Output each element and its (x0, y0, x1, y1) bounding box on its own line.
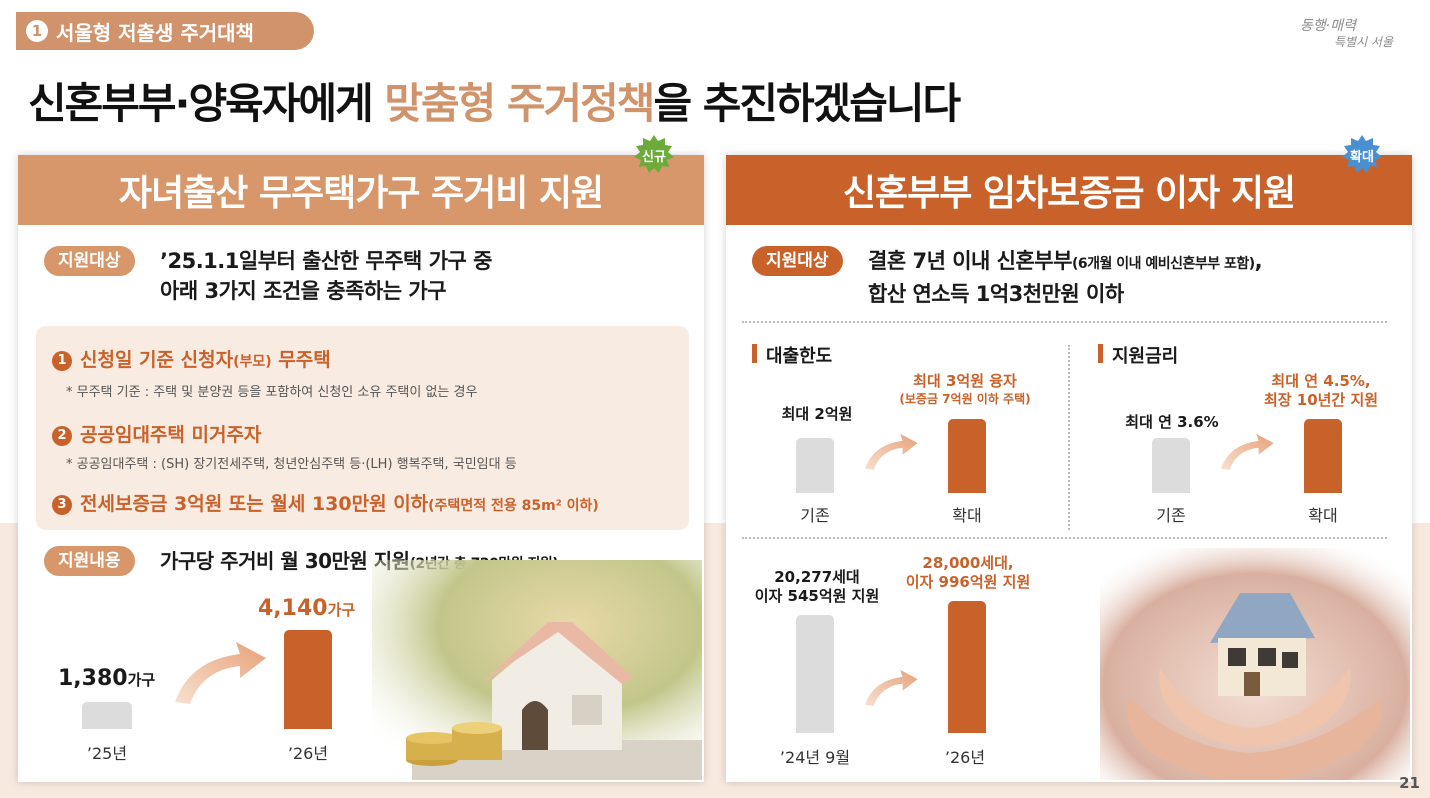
households-after-bar (948, 601, 986, 733)
condition-1-paren: (부모) (233, 354, 272, 370)
loan-after-caption: 확대 (952, 506, 982, 525)
title-after: 을 추진하겠습니다 (653, 79, 961, 128)
condition-1-text: 신청일 기준 신청자 (80, 349, 234, 371)
right-target-main: 결혼 7년 이내 신혼부부 (868, 249, 1072, 273)
hands-house-image (1100, 548, 1410, 780)
households-before-bar (796, 615, 834, 733)
expand-badge: 확대 (1342, 135, 1382, 175)
left-after-bar (284, 630, 332, 729)
rate-after-label1: 최대 연 4.5%, (1271, 372, 1371, 390)
conditions-box (36, 326, 689, 530)
loan-before-caption: 기존 (800, 506, 830, 525)
loan-after-bar (948, 419, 986, 493)
loan-after-label1: 최대 3억원 융자 (913, 372, 1017, 390)
condition-2-text: 공공임대주택 미거주자 (80, 424, 262, 446)
new-badge-label: 신규 (642, 149, 666, 165)
rate-arrow-icon (1220, 433, 1274, 470)
loan-after-label: 최대 3억원 융자 (보증금 7억원 이하 주택) (880, 372, 1050, 408)
right-target-text: 결혼 7년 이내 신혼부부(6개월 이내 예비신혼부부 포함), 합산 연소득 … (868, 246, 1263, 309)
expand-badge-label: 확대 (1350, 149, 1374, 165)
title-before: 신혼부부·양육자에게 (28, 79, 385, 128)
right-panel-title: 신혼부부 임차보증금 이자 지원 (726, 155, 1412, 225)
households-after-label2: 이자 996억원 지원 (905, 573, 1031, 591)
right-target-line2: 합산 연소득 1억3천만원 이하 (868, 282, 1124, 306)
page-number: 21 (1399, 774, 1420, 792)
loan-before-bar (796, 438, 834, 493)
left-target-label: 지원대상 (44, 246, 135, 276)
rate-after-caption: 확대 (1308, 506, 1338, 525)
households-after-label: 28,000세대, 이자 996억원 지원 (893, 554, 1043, 592)
left-after-value: 4,140가구 (258, 596, 355, 621)
households-arrow-icon (864, 669, 918, 706)
badge-burst-icon (1342, 135, 1382, 173)
condition-1-tail: 무주택 (271, 349, 331, 371)
households-after-caption: ’26년 (944, 748, 986, 767)
divider-bottom (742, 537, 1387, 539)
logo-line2: 특별시 서울 (1334, 35, 1394, 49)
left-target-pill: 지원대상 (44, 246, 135, 276)
condition-2-note: * 공공임대주택 : (SH) 장기전세주택, 청년안심주택 등·(LH) 행복… (66, 457, 517, 472)
loan-before-label: 최대 2억원 (781, 405, 853, 423)
divider-top (742, 321, 1387, 323)
left-before-number: 1,380 (58, 666, 128, 691)
rate-before-bar (1152, 438, 1190, 493)
right-target-paren: (6개월 이내 예비신혼부부 포함) (1071, 256, 1255, 272)
house-coins-image (372, 560, 702, 780)
left-panel-title: 자녀출산 무주택가구 주거비 지원 (18, 155, 704, 225)
logo-line1: 동행·매력 (1300, 18, 1356, 34)
condition-1-number: 1 (52, 351, 72, 371)
condition-2: 2 공공임대주택 미거주자 (52, 420, 261, 447)
section-tag: 1 서울형 저출생 주거대책 (16, 12, 314, 50)
left-after-number: 4,140 (258, 596, 328, 621)
left-growth-arrow-icon (175, 642, 266, 704)
rate-before-caption: 기존 (1156, 506, 1186, 525)
left-before-bar (82, 702, 132, 729)
condition-3-number: 3 (52, 495, 72, 515)
condition-2-number: 2 (52, 426, 72, 446)
title-highlight: 맞춤형 주거정책 (384, 79, 655, 128)
right-target-label: 지원대상 (752, 246, 843, 276)
new-badge: 신규 (634, 135, 674, 175)
condition-1-note: * 무주택 기준 : 주택 및 분양권 등을 포함하여 신청인 소유 주택이 없… (66, 385, 478, 400)
households-before-label2: 이자 545억원 지원 (754, 587, 880, 605)
rate-after-bar (1304, 419, 1342, 493)
condition-3-paren: (주택면적 전용 85m² 이하) (428, 498, 599, 514)
page-title: 신혼부부·양육자에게 맞춤형 주거정책을 추진하겠습니다 (28, 70, 961, 131)
section-tag-label: 서울형 저출생 주거대책 (56, 20, 254, 45)
left-target-line2: 아래 3가지 조건을 충족하는 가구 (160, 279, 447, 303)
left-content-main: 가구당 주거비 월 30만원 지원 (160, 549, 410, 573)
left-before-value: 1,380가구 (58, 666, 155, 691)
loan-limit-heading: 대출한도 (752, 342, 832, 368)
rate-after-label2: 최장 10년간 지원 (1263, 391, 1379, 409)
left-before-caption: ’25년 (86, 744, 128, 763)
households-before-label1: 20,277세대 (774, 568, 860, 586)
left-content-pill: 지원내용 (44, 546, 135, 576)
condition-3: 3 전세보증금 3억원 또는 월세 130만원 이하(주택면적 전용 85m² 이… (52, 489, 599, 516)
badge-burst-icon (634, 135, 674, 173)
left-target-line1: ’25.1.1일부터 출산한 무주택 가구 중 (160, 249, 492, 273)
rate-before-label: 최대 연 3.6% (1125, 413, 1219, 431)
rate-after-label: 최대 연 4.5%, 최장 10년간 지원 (1236, 372, 1406, 410)
condition-1: 1 신청일 기준 신청자(부모) 무주택 (52, 345, 331, 372)
right-target-pill: 지원대상 (752, 246, 843, 276)
loan-after-label2: (보증금 7억원 이하 주택) (899, 392, 1031, 406)
households-after-label1: 28,000세대, (922, 554, 1014, 572)
seoul-logo: 동행·매력 특별시 서울 (1300, 18, 1410, 58)
left-before-unit: 가구 (127, 671, 156, 689)
loan-arrow-icon (864, 433, 918, 470)
left-after-caption: ’26년 (287, 744, 329, 763)
section-number: 1 (26, 20, 48, 42)
condition-3-text: 전세보증금 3억원 또는 월세 130만원 이하 (80, 493, 429, 515)
interest-rate-heading: 지원금리 (1098, 342, 1178, 368)
households-before-label: 20,277세대 이자 545억원 지원 (742, 568, 892, 606)
left-content-label: 지원내용 (44, 546, 135, 576)
right-target-comma: , (1254, 249, 1263, 273)
divider-middle (1068, 345, 1070, 530)
left-target-text: ’25.1.1일부터 출산한 무주택 가구 중 아래 3가지 조건을 충족하는 … (160, 246, 492, 306)
left-after-unit: 가구 (327, 601, 356, 619)
households-before-caption: ’24년 9월 (779, 748, 851, 767)
